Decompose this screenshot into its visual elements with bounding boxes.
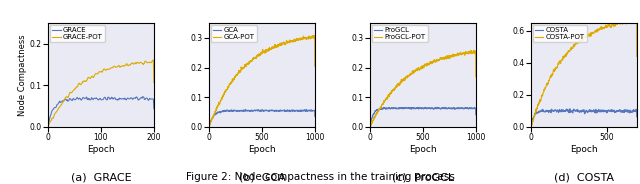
ProGCL: [413, 107, 420, 109]
GCA-POT: [309, 34, 317, 37]
Text: (c)  ProGCL: (c) ProGCL: [392, 173, 454, 183]
COSTA: [623, 110, 630, 112]
Legend: GCA, GCA-POT: GCA, GCA-POT: [211, 25, 257, 42]
GCA: [288, 109, 296, 111]
COSTA: [566, 108, 574, 110]
Line: GRACE: GRACE: [49, 97, 154, 124]
ProGCL-POT: [409, 72, 417, 75]
Legend: GRACE, GRACE-POT: GRACE, GRACE-POT: [50, 25, 104, 42]
ProGCL-POT: [413, 68, 420, 71]
ProGCL-POT: [470, 49, 477, 52]
GCA-POT: [290, 40, 298, 43]
COSTA-POT: [561, 55, 568, 57]
COSTA: [553, 110, 561, 112]
COSTA: [633, 116, 640, 118]
GRACE: [73, 97, 81, 99]
ProGCL: [421, 106, 429, 108]
ProGCL: [451, 108, 458, 110]
Legend: ProGCL, ProGCL-POT: ProGCL, ProGCL-POT: [372, 25, 428, 42]
Line: ProGCL: ProGCL: [370, 107, 476, 126]
ProGCL: [472, 114, 479, 116]
GRACE-POT: [150, 82, 157, 84]
Line: GCA-POT: GCA-POT: [209, 36, 315, 127]
Line: GRACE-POT: GRACE-POT: [49, 60, 154, 125]
Line: COSTA: COSTA: [531, 109, 637, 126]
COSTA-POT: [557, 61, 564, 63]
Y-axis label: Node Compactness: Node Compactness: [18, 34, 27, 116]
GRACE: [64, 100, 72, 102]
Text: (d)  COSTA: (d) COSTA: [554, 173, 614, 183]
ProGCL-POT: [439, 58, 447, 60]
Text: Figure 2: Node compactness in the training process: Figure 2: Node compactness in the traini…: [186, 172, 454, 182]
GRACE-POT: [64, 96, 72, 98]
Legend: COSTA, COSTA-POT: COSTA, COSTA-POT: [533, 25, 587, 42]
Line: GCA: GCA: [209, 110, 315, 127]
GCA-POT: [248, 59, 256, 62]
GRACE: [145, 98, 153, 100]
COSTA-POT: [553, 66, 561, 68]
X-axis label: Epoch: Epoch: [570, 145, 598, 154]
GCA: [252, 110, 259, 112]
GCA-POT: [278, 44, 285, 46]
ProGCL: [409, 107, 417, 109]
GCA: [311, 115, 319, 118]
GRACE: [141, 98, 149, 100]
COSTA: [561, 110, 568, 112]
X-axis label: Epoch: Epoch: [409, 145, 436, 154]
Text: (a)  GRACE: (a) GRACE: [70, 173, 131, 183]
GRACE: [51, 107, 59, 109]
GRACE: [150, 108, 157, 110]
ProGCL-POT: [366, 124, 374, 127]
ProGCL: [366, 125, 374, 127]
GRACE-POT: [73, 86, 81, 88]
GRACE-POT: [51, 112, 59, 115]
COSTA-POT: [623, 22, 630, 24]
GCA: [302, 109, 310, 111]
COSTA-POT: [632, 18, 640, 20]
COSTA: [597, 110, 605, 112]
ProGCL: [449, 107, 456, 110]
COSTA-POT: [609, 24, 617, 26]
GCA: [205, 126, 213, 128]
ProGCL-POT: [377, 107, 385, 109]
ProGCL-POT: [367, 125, 374, 127]
GCA: [216, 111, 224, 113]
COSTA: [527, 125, 535, 127]
COSTA: [610, 109, 618, 112]
GRACE-POT: [45, 124, 52, 126]
GRACE-POT: [49, 117, 56, 120]
GRACE: [139, 95, 147, 98]
GCA-POT: [205, 125, 213, 128]
GCA-POT: [252, 57, 259, 59]
GCA: [278, 109, 285, 112]
ProGCL: [377, 108, 385, 110]
ProGCL-POT: [472, 76, 479, 78]
Text: (b)  GCA: (b) GCA: [239, 173, 285, 183]
GRACE: [45, 123, 52, 125]
Line: COSTA-POT: COSTA-POT: [531, 19, 637, 125]
GRACE: [49, 109, 56, 111]
COSTA: [557, 110, 564, 112]
GRACE-POT: [141, 60, 148, 63]
COSTA-POT: [633, 55, 640, 58]
GCA-POT: [288, 40, 296, 42]
GCA: [248, 110, 256, 112]
COSTA-POT: [527, 124, 535, 126]
ProGCL-POT: [449, 53, 456, 56]
COSTA-POT: [596, 27, 604, 29]
GCA-POT: [216, 102, 224, 104]
X-axis label: Epoch: Epoch: [248, 145, 276, 154]
GCA: [290, 109, 298, 112]
ProGCL: [439, 108, 447, 110]
GCA-POT: [311, 65, 319, 67]
GRACE-POT: [145, 61, 152, 64]
X-axis label: Epoch: Epoch: [87, 145, 115, 154]
Line: ProGCL-POT: ProGCL-POT: [370, 50, 476, 126]
GRACE-POT: [150, 59, 157, 61]
ProGCL-POT: [451, 54, 458, 56]
